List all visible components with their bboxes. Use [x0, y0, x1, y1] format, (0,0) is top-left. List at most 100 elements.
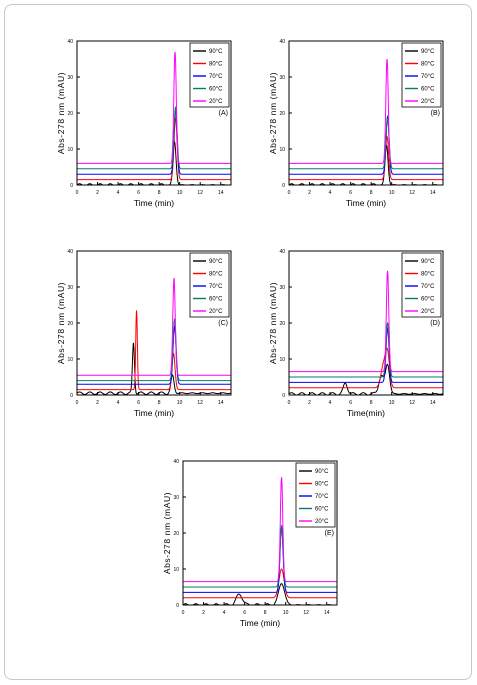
series-line-4	[77, 277, 231, 376]
legend	[295, 462, 336, 528]
legend-label: 90°C	[421, 259, 435, 265]
panel-label: (E)	[325, 530, 334, 537]
series-line-1	[289, 135, 443, 181]
y-tick-label: 30	[173, 495, 179, 501]
y-tick-label: 30	[279, 75, 285, 81]
y-axis-label: Abs-278 nm (mAU)	[56, 72, 66, 154]
x-tick-label: 10	[389, 190, 395, 196]
series-line-1	[183, 568, 337, 599]
legend-label: 70°C	[209, 74, 223, 80]
y-tick-label: 10	[279, 147, 285, 153]
x-tick-label: 12	[197, 400, 203, 406]
y-tick-label: 20	[279, 111, 285, 117]
legend-label: 60°C	[209, 297, 223, 303]
legend-label: 60°C	[315, 507, 329, 513]
x-tick-label: 4	[329, 400, 332, 406]
chart-panel-d: 0 2 4 6 8 10 12 14 0 10 20 30 40 Time(min) Abs-278 nm …	[268, 249, 444, 418]
series-line-3	[289, 321, 443, 378]
legend-label: 80°C	[209, 272, 223, 278]
x-tick-label: 14	[324, 610, 330, 616]
legend-label: 80°C	[315, 482, 329, 488]
series-line-3	[289, 116, 443, 170]
x-tick-label: 12	[197, 190, 203, 196]
y-tick-label: 0	[70, 183, 73, 189]
y-tick-label: 20	[173, 531, 179, 537]
y-tick-label: 30	[67, 75, 73, 81]
x-tick-label: 10	[389, 400, 395, 406]
x-tick-label: 12	[303, 610, 309, 616]
x-tick-label: 14	[430, 400, 436, 406]
x-tick-label: 4	[117, 190, 120, 196]
x-axis-label: Time (min)	[134, 408, 174, 418]
y-tick-label: 0	[282, 183, 285, 189]
series-line-2	[289, 114, 443, 175]
y-tick-label: 20	[279, 321, 285, 327]
panel-label: (C)	[218, 320, 228, 327]
y-tick-label: 40	[67, 39, 73, 45]
x-tick-label: 0	[288, 190, 291, 196]
x-tick-label: 6	[349, 400, 352, 406]
x-tick-label: 8	[264, 610, 267, 616]
series-line-4	[77, 51, 231, 164]
series-line-1	[77, 116, 231, 181]
x-tick-label: 0	[76, 400, 79, 406]
panel-label: (B)	[431, 110, 440, 117]
legend-label: 70°C	[421, 74, 435, 80]
legend-label: 90°C	[209, 259, 223, 265]
legend-label: 90°C	[209, 49, 223, 55]
x-tick-label: 4	[223, 610, 226, 616]
series-line-3	[77, 105, 231, 170]
x-tick-label: 2	[96, 400, 99, 406]
x-tick-label: 6	[243, 610, 246, 616]
y-tick-label: 30	[279, 285, 285, 291]
series-line-2	[77, 324, 231, 385]
legend-label: 70°C	[209, 284, 223, 290]
series-line-0	[288, 144, 444, 186]
y-axis-label: Abs-278 nm (mAU)	[268, 282, 278, 364]
x-tick-label: 14	[218, 190, 224, 196]
legend	[189, 42, 230, 108]
x-tick-label: 0	[182, 610, 185, 616]
x-tick-label: 14	[218, 400, 224, 406]
y-tick-label: 10	[67, 147, 73, 153]
x-tick-label: 4	[117, 400, 120, 406]
legend-label: 60°C	[421, 87, 435, 93]
y-tick-label: 0	[70, 393, 73, 399]
legend	[189, 252, 230, 318]
x-tick-label: 8	[158, 400, 161, 406]
legend-label: 20°C	[421, 99, 435, 105]
x-tick-label: 6	[137, 190, 140, 196]
legend-label: 60°C	[209, 87, 223, 93]
legend-label: 80°C	[209, 62, 223, 68]
x-tick-label: 8	[158, 190, 161, 196]
y-tick-label: 40	[173, 459, 179, 465]
y-tick-label: 20	[67, 321, 73, 327]
y-tick-label: 10	[173, 567, 179, 573]
y-tick-label: 20	[67, 111, 73, 117]
series-line-2	[77, 107, 231, 175]
x-axis-label: Time (min)	[134, 198, 174, 208]
series-line-4	[183, 477, 337, 583]
series-line-1	[77, 310, 231, 391]
x-tick-label: 10	[177, 190, 183, 196]
y-tick-label: 0	[176, 603, 179, 609]
legend-label: 80°C	[421, 272, 435, 278]
y-tick-label: 40	[279, 249, 285, 255]
legend-label: 20°C	[209, 309, 223, 315]
chart-panel-e: 0 2 4 6 8 10 12 14 0 10 20 30 40 Time (min) Abs-278 nm…	[162, 459, 338, 628]
y-tick-label: 30	[67, 285, 73, 291]
x-tick-label: 8	[370, 400, 373, 406]
series-line-4	[289, 58, 443, 164]
x-tick-label: 10	[283, 610, 289, 616]
x-tick-label: 10	[177, 400, 183, 406]
chart-panel-c: 0 2 4 6 8 10 12 14 0 10 20 30 40 Time (min) Abs-278 nm…	[56, 249, 232, 418]
figure-frame: 0 2 4 6 8 10 12 14 0 10 20 30 40 Time (min) Abs-278 nm…	[4, 4, 472, 680]
legend	[401, 42, 442, 108]
x-axis-label: Time(min)	[347, 408, 385, 418]
y-tick-label: 40	[67, 249, 73, 255]
x-axis-label: Time (min)	[346, 198, 386, 208]
x-tick-label: 2	[202, 610, 205, 616]
legend-label: 60°C	[421, 297, 435, 303]
series-line-2	[289, 326, 443, 383]
series-line-3	[77, 317, 231, 382]
